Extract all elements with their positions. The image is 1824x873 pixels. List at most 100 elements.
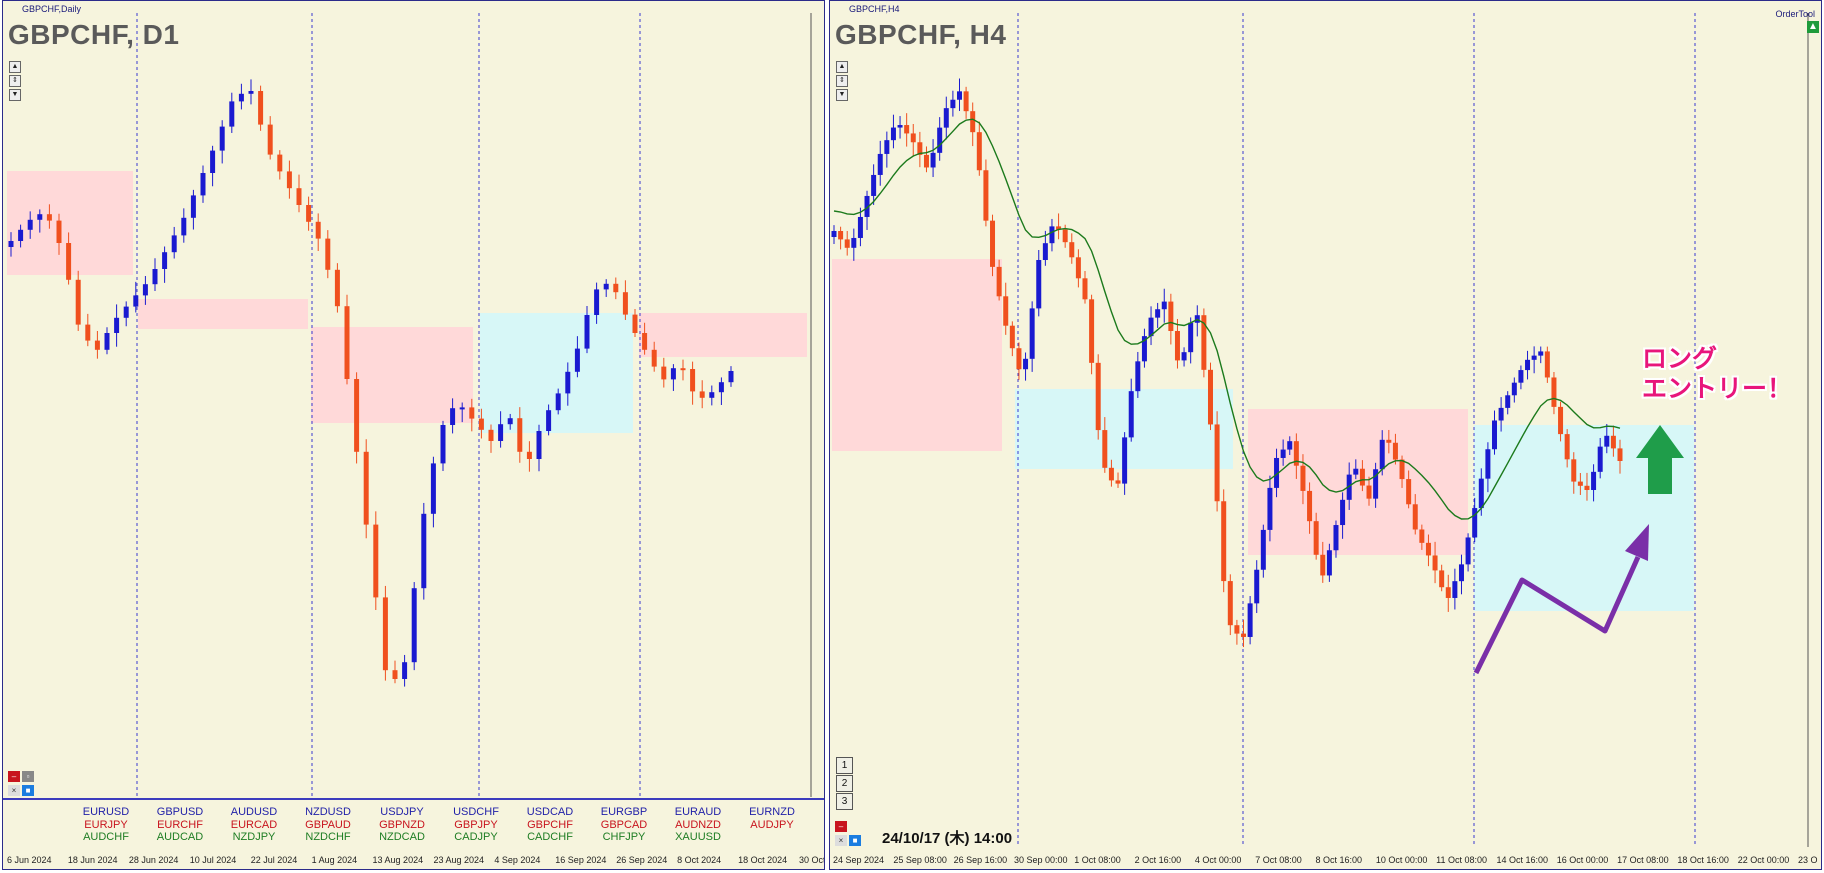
symbol-link-gbpusd[interactable]: GBPUSD <box>156 806 204 818</box>
symbol-link-gbpjpy[interactable]: GBPJPY <box>454 818 498 831</box>
daily-candlestick-chart[interactable] <box>3 1 824 869</box>
path-arrow-head <box>1625 524 1649 561</box>
chart-window-h4[interactable]: GBPCHF,H4 GBPCHF, H4 OrderTool ▲ ▲ ⇕ ▼ 1… <box>829 0 1822 870</box>
candle-body <box>536 431 542 459</box>
candle-body <box>976 132 982 171</box>
symbol-link-nzdchf[interactable]: NZDCHF <box>305 831 351 843</box>
symbol-link-usdchf[interactable]: USDCHF <box>453 806 499 818</box>
crosshair-timestamp: 24/10/17 (木) 14:00 <box>882 830 1013 847</box>
symbol-link-audnzd[interactable]: AUDNZD <box>675 818 721 831</box>
page-button-1[interactable]: 1 <box>836 757 853 774</box>
symbol-link-eurjpy[interactable]: EURJPY <box>84 818 128 831</box>
candle-body <box>181 217 187 236</box>
scroll-up-icon[interactable]: ▲ <box>836 61 848 73</box>
symbol-link-cadchf[interactable]: CADCHF <box>527 831 573 843</box>
candle-body <box>478 418 484 430</box>
restore-icon[interactable]: ▫ <box>22 771 34 782</box>
candle-body <box>8 241 14 247</box>
candle-body <box>963 91 969 112</box>
candle-body <box>200 173 206 196</box>
symbol-column: EURUSD EURJPY AUDCHF <box>75 806 137 844</box>
symbol-link-euraud[interactable]: EURAUD <box>674 806 722 818</box>
symbol-link-eurchf[interactable]: EURCHF <box>157 818 203 831</box>
symbol-link-nzdjpy[interactable]: NZDJPY <box>232 831 276 843</box>
h4-date-label: 16 Oct 00:00 <box>1556 855 1609 865</box>
scroll-down-icon[interactable]: ▼ <box>836 89 848 101</box>
candle-body <box>334 269 340 307</box>
symbol-link-gbpchf[interactable]: GBPCHF <box>527 818 573 831</box>
daily-date-label: 16 Sep 2024 <box>555 855 607 865</box>
candle-body <box>1293 441 1299 466</box>
candle-body <box>488 429 494 441</box>
candle-body <box>1425 542 1431 556</box>
candle-body <box>851 237 857 248</box>
settings-icon[interactable]: ■ <box>22 785 34 796</box>
settings-icon[interactable]: ■ <box>849 835 861 846</box>
symbol-link-audchf[interactable]: AUDCHF <box>83 831 129 843</box>
order-tool-label[interactable]: OrderTool <box>1775 9 1815 19</box>
candle-body <box>1254 569 1260 604</box>
symbol-link-eurgbp[interactable]: EURGBP <box>600 806 648 818</box>
candle-body <box>142 284 148 296</box>
chart-mini-title: GBPCHF,H4 <box>849 4 900 14</box>
candle-body <box>1036 259 1042 309</box>
demand-zone <box>480 313 633 433</box>
symbol-link-nzdcad[interactable]: NZDCAD <box>379 831 425 843</box>
scroll-down-icon[interactable]: ▼ <box>9 89 21 101</box>
candle-body <box>1029 308 1035 359</box>
symbol-link-eurcad[interactable]: EURCAD <box>230 818 278 831</box>
symbol-link-xauusd[interactable]: XAUUSD <box>675 831 721 843</box>
minimize-icon[interactable]: – <box>8 771 20 782</box>
candle-body <box>1108 467 1114 481</box>
order-tool-icon[interactable]: ▲ <box>1807 21 1819 33</box>
candle-body <box>871 174 877 196</box>
chart-window-daily[interactable]: GBPCHF,Daily GBPCHF, D1 ▲ ⇕ ▼ – ▫ × ■ EU… <box>2 0 825 870</box>
candle-body <box>1399 459 1405 480</box>
symbol-link-usdcad[interactable]: USDCAD <box>526 806 574 818</box>
candle-body <box>1260 529 1266 570</box>
zoom-icon[interactable]: ⇕ <box>9 75 21 87</box>
symbol-column: AUDUSD EURCAD NZDJPY <box>223 806 285 844</box>
callout-line-2: エントリー！ <box>1642 375 1793 403</box>
minimize-icon[interactable]: – <box>835 821 847 832</box>
close-icon[interactable]: × <box>835 835 847 846</box>
candle-body <box>1511 382 1517 396</box>
symbol-column: EURGBP GBPCAD CHFJPY <box>593 806 655 844</box>
symbol-link-nzdusd[interactable]: NZDUSD <box>305 806 351 818</box>
candle-body <box>574 348 580 372</box>
candle-body <box>1412 504 1418 530</box>
symbol-link-audjpy[interactable]: AUDJPY <box>750 818 794 831</box>
scroll-up-icon[interactable]: ▲ <box>9 61 21 73</box>
candle-body <box>1201 315 1207 370</box>
page-button-3[interactable]: 3 <box>836 793 853 810</box>
candle-body <box>565 371 571 394</box>
candle-body <box>1042 243 1048 260</box>
daily-date-label: 13 Aug 2024 <box>372 855 424 865</box>
candle-body <box>1161 301 1167 310</box>
symbol-link-gbpcad[interactable]: GBPCAD <box>600 818 648 831</box>
zoom-icon[interactable]: ⇕ <box>836 75 848 87</box>
candle-body <box>66 243 72 280</box>
candle-body <box>1492 420 1498 450</box>
symbol-link-cadjpy[interactable]: CADJPY <box>454 831 498 843</box>
symbol-link-chfjpy[interactable]: CHFJPY <box>602 831 646 843</box>
candle-body <box>1452 581 1458 598</box>
candle-body <box>680 368 686 371</box>
symbol-link-eurusd[interactable]: EURUSD <box>82 806 130 818</box>
page-button-2[interactable]: 2 <box>836 775 853 792</box>
candle-body <box>1373 469 1379 499</box>
candle-body <box>1280 449 1286 458</box>
candle-body <box>1472 508 1478 538</box>
symbol-link-audusd[interactable]: AUDUSD <box>230 806 278 818</box>
candle-body <box>219 126 225 151</box>
symbol-link-gbpnzd[interactable]: GBPNZD <box>379 818 425 831</box>
h4-date-label: 22 Oct 00:00 <box>1737 855 1790 865</box>
symbol-link-eurnzd[interactable]: EURNZD <box>749 806 795 818</box>
symbol-link-audcad[interactable]: AUDCAD <box>156 831 204 843</box>
symbol-link-usdjpy[interactable]: USDJPY <box>380 806 424 818</box>
candle-body <box>1056 226 1062 230</box>
h4-candlestick-chart[interactable] <box>830 1 1821 869</box>
symbol-link-gbpaud[interactable]: GBPAUD <box>305 818 351 831</box>
close-icon[interactable]: × <box>8 785 20 796</box>
